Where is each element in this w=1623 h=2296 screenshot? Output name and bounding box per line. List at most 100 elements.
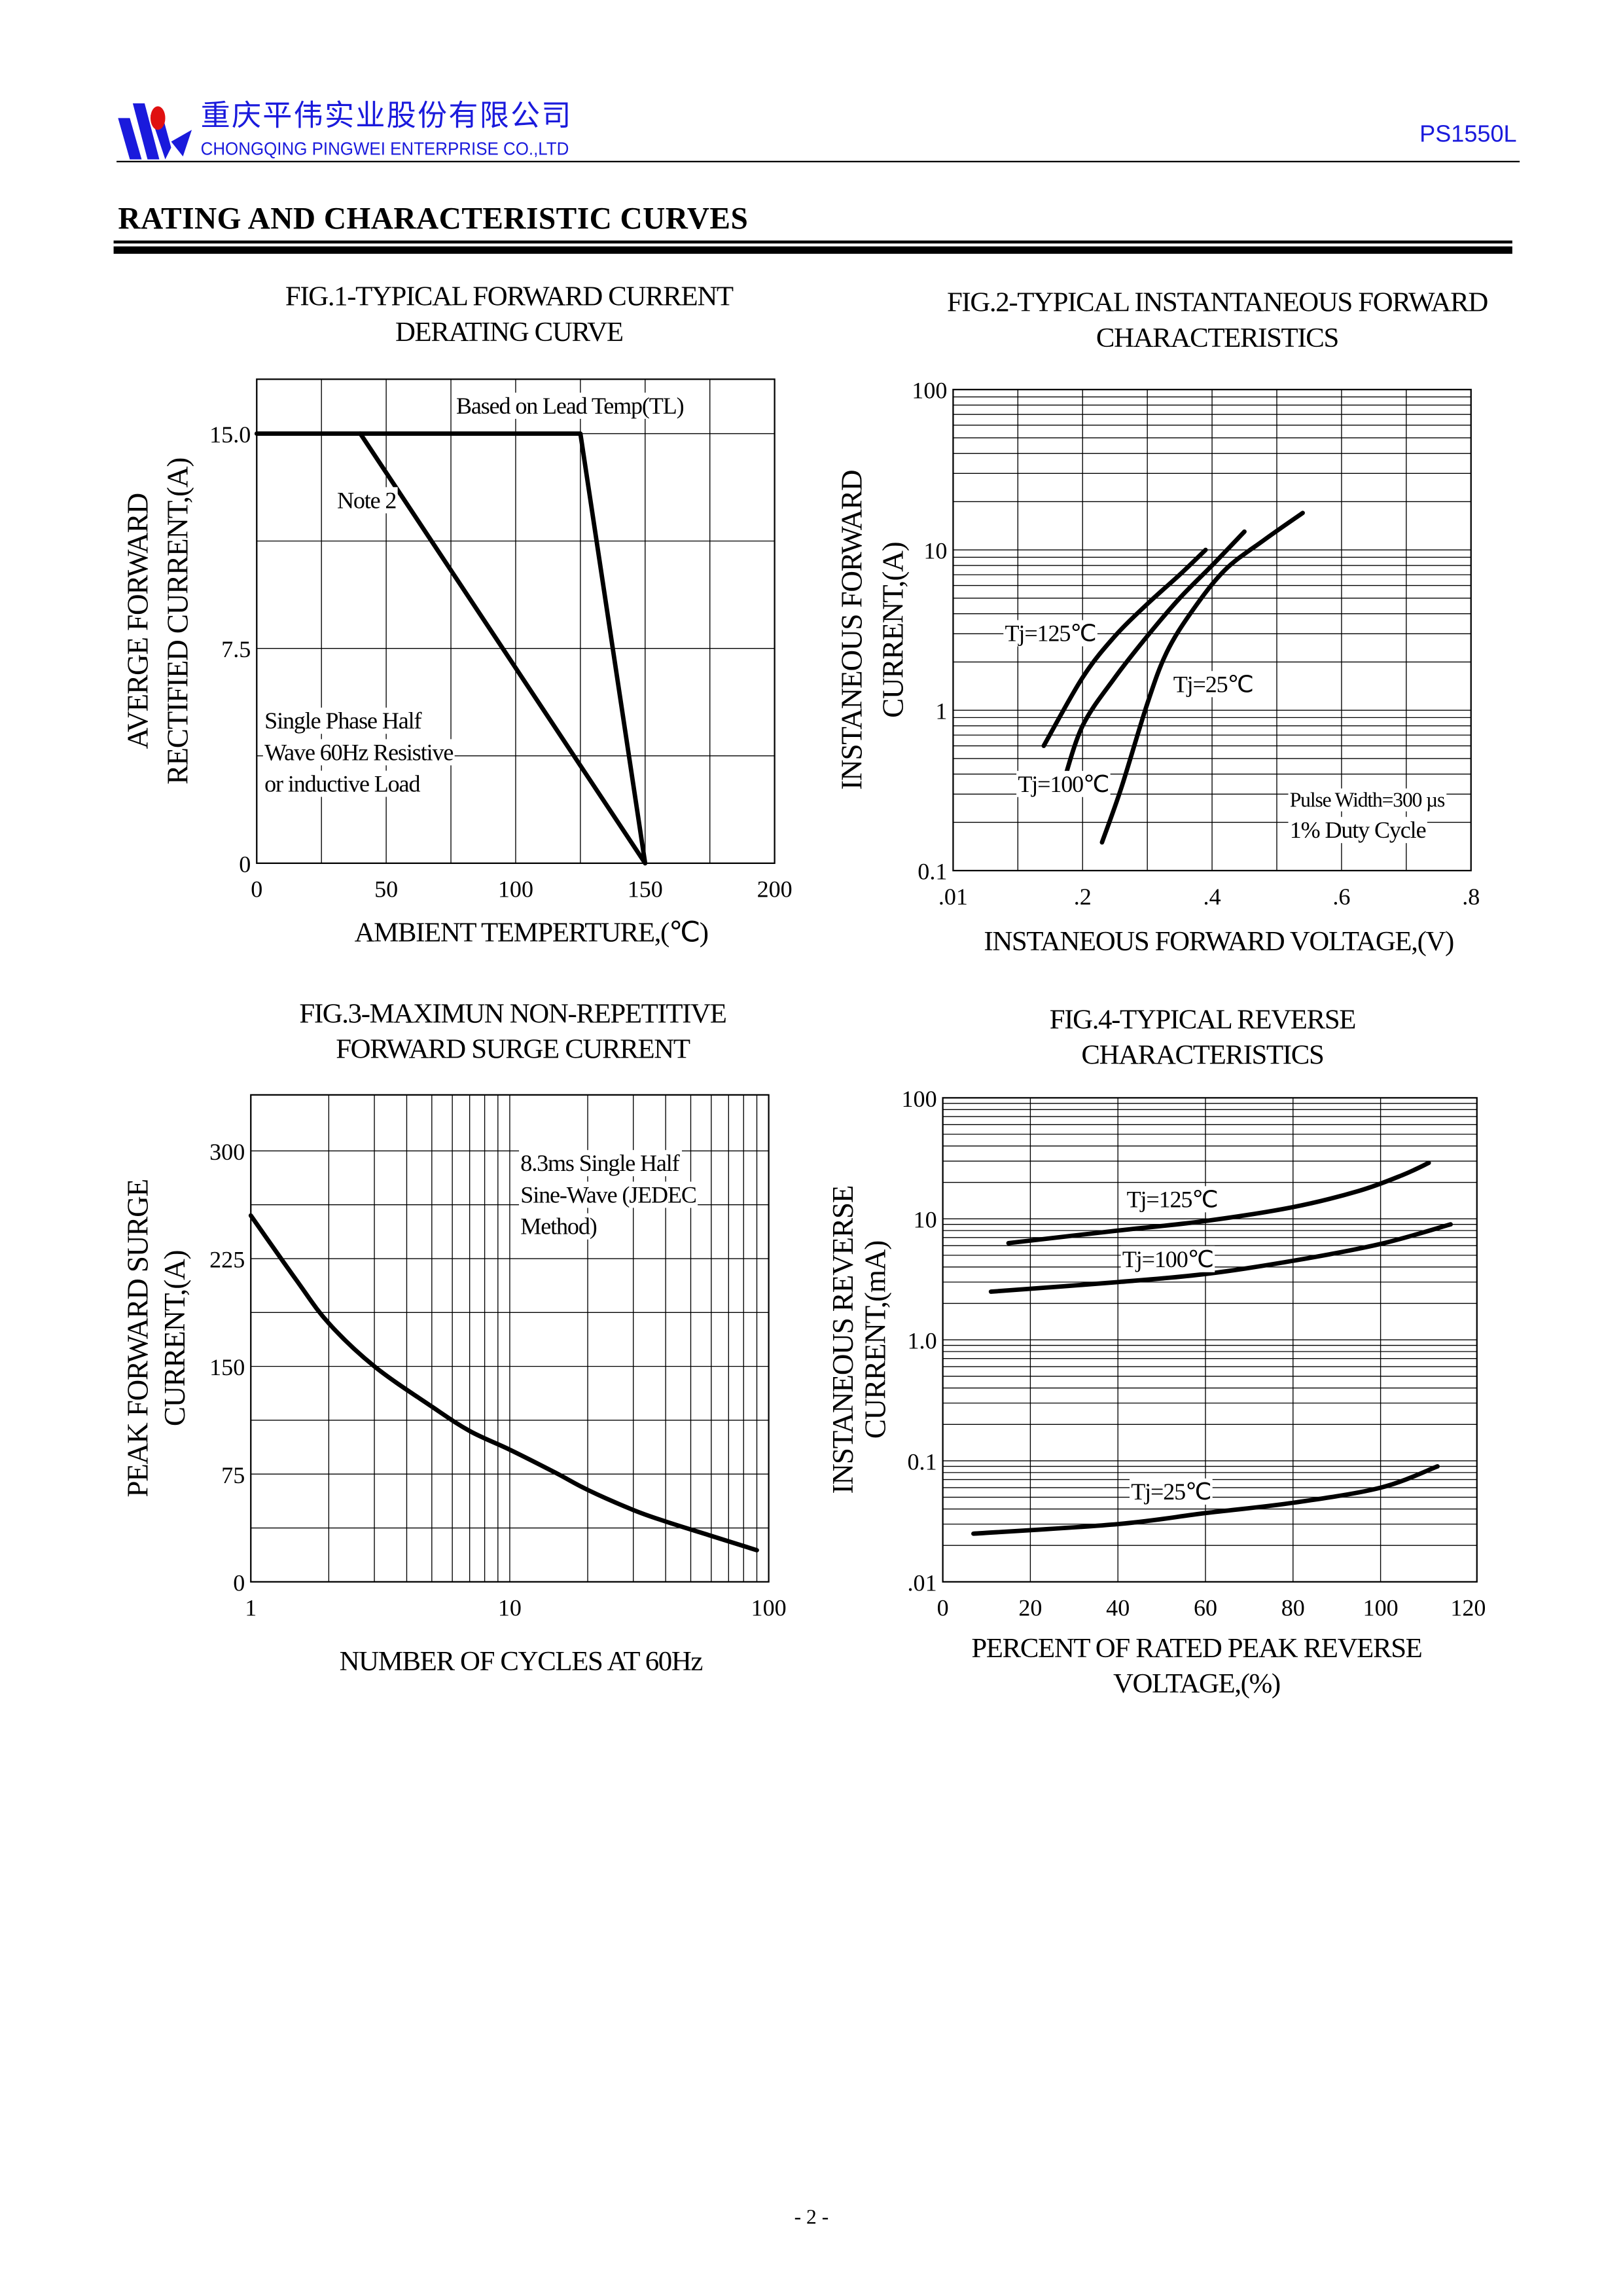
annotation-bg [1003,620,1097,647]
annotation-label: Note 2 [337,487,396,513]
x-tick-label: .8 [1462,884,1480,910]
annotation-label: Tj=125℃ [1005,620,1096,646]
annotation-bg [1288,788,1447,812]
series-line-surge [248,1213,759,1552]
annotation-bg [519,1213,598,1240]
x-tick-label: 60 [1194,1595,1217,1621]
plot-frame [942,1097,1478,1583]
x-tick-label: .01 [938,884,968,910]
fig1-title-line1: FIG.1-TYPICAL FORWARD CURRENT [285,281,734,313]
annotation-bg [335,487,398,514]
fig1-title: FIG.1-TYPICAL FORWARD CURRENT DERATING CU… [221,280,796,351]
title-rule-thin [113,240,1512,243]
y-axis-label: RECTIFIED CURRENT,(A) [161,458,194,785]
x-axis-label: NUMBER OF CYCLES AT 60Hz [340,1646,703,1677]
annotation-bg [519,1150,682,1177]
annotation-label: Tj=125℃ [1127,1186,1218,1212]
annotation-label: Method) [520,1213,596,1240]
y-tick-label: 10 [914,1207,937,1233]
x-tick-label: .6 [1332,884,1350,910]
annotation-bg [1120,1246,1215,1272]
fig4-title: FIG.4-TYPICAL REVERSE CHARACTERISTICS [915,1003,1490,1074]
y-tick-label: 225 [209,1247,245,1273]
x-axis-label: AMBIENT TEMPERTURE,(℃) [355,917,708,948]
series-line-basedonleadtemptl [254,431,648,866]
y-axis-label: AVERGE FORWARD [121,493,154,749]
y-axis-label: INSTANEOUS REVERSE [827,1186,859,1494]
y-tick-label: 10 [923,538,947,564]
annotation-bg [1125,1186,1219,1213]
plot-frame [256,378,776,865]
annotation-label: 8.3ms Single Half [520,1150,680,1176]
y-tick-label: 0 [233,1570,245,1596]
fig3-chart: 1 10 100 0 75 150 225 300 PEAK FORWARD SURGE CURR… [121,1094,787,1677]
x-tick-label: 100 [751,1595,787,1621]
company-logo [118,103,192,160]
x-tick-label: 10 [498,1595,522,1621]
annotation-bg [262,739,455,766]
x-tick-label: 100 [498,876,533,903]
fig3-title-line2: FORWARD SURGE CURRENT [336,1034,690,1066]
fig2-title: FIG.2-TYPICAL INSTANTANEOUS FORWARD CHARA… [870,286,1564,357]
fig2-title-line2: CHARACTERISTICS [1096,323,1339,355]
x-axis-label: PERCENT OF RATED PEAK REVERSE [971,1633,1421,1664]
y-tick-label: 7.5 [221,636,251,662]
header-divider [116,160,1520,162]
annotation-label: Wave 60Hz Resistive [264,739,453,765]
y-tick-label: 0.1 [918,859,947,885]
y-tick-label: 0 [239,851,251,877]
y-tick-label: 1.0 [908,1328,937,1354]
plot-frame [250,1094,770,1583]
x-tick-label: 0 [251,876,262,903]
series-line-tj125 [1041,547,1208,748]
fig4-title-line2: CHARACTERISTICS [1081,1040,1324,1071]
company-name-en: CHONGQING PINGWEI ENTERPRISE CO.,LTD [200,138,569,160]
x-tick-label: 80 [1281,1595,1305,1621]
fig1-title-line2: DERATING CURVE [395,317,624,349]
x-tick-label: 150 [628,876,663,903]
section-title: RATING AND CHARACTERISTIC CURVES [118,200,749,236]
y-tick-label: 300 [209,1139,245,1165]
fig3-title-line1: FIG.3-MAXIMUN NON-REPETITIVE [299,999,727,1030]
series-line-tj100 [1061,529,1247,786]
annotation-bg [1130,1478,1213,1505]
x-tick-label: 20 [1018,1595,1042,1621]
x-tick-label: 1 [245,1595,257,1621]
annotation-bg [1171,671,1255,698]
series-line-tj125 [1006,1160,1431,1246]
y-tick-label: 0.1 [908,1448,937,1475]
annotation-label: 1% Duty Cycle [1290,817,1426,843]
x-axis-label: VOLTAGE,(%) [1113,1668,1280,1699]
y-axis-label: CURRENT,(mA) [859,1241,892,1439]
y-tick-label: 75 [221,1462,245,1488]
annotation-label: Tj=25℃ [1173,671,1253,697]
annotation-label: Single Phase Half [264,708,422,734]
annotation-bg [1016,770,1111,797]
fig4-chart: 0 20 40 60 80 100 120 .01 0.1 1.0 10 100 INSTANEOUS … [827,1086,1486,1699]
annotation-label: Pulse Width=300 µs [1290,789,1445,812]
fig3-title: FIG.3-MAXIMUN NON-REPETITIVE FORWARD SURG… [221,997,804,1068]
series-line-tj25 [1099,511,1305,845]
annotation-bg [1288,817,1427,844]
series-line-note2 [358,431,648,866]
x-tick-label: 0 [937,1595,949,1621]
y-axis-label: CURRENT,(A) [877,542,910,718]
x-tick-label: 200 [757,876,793,903]
annotation-label: Tj=25℃ [1131,1479,1211,1505]
y-tick-label: 1 [935,698,947,725]
model-number: PS1550L [1419,122,1517,148]
annotation-label: or inductive Load [264,770,420,797]
fig1-chart: 0 50 100 150 200 0 7.5 15.0 AVERGE FORWARD RECTIF… [121,378,793,948]
x-tick-label: .2 [1074,884,1092,910]
y-tick-label: .01 [908,1570,937,1596]
page-number: - 2 - [794,2207,829,2230]
annotation-bg [262,770,422,797]
fig4-title-line1: FIG.4-TYPICAL REVERSE [1049,1005,1357,1036]
y-tick-label: 100 [912,378,947,404]
title-rule-thick [113,246,1512,254]
fig2-chart: .01 .2 .4 .6 .8 0.1 1 10 100 INSTANEOUS FORWARD CU… [836,378,1480,957]
y-axis-label: CURRENT,(A) [158,1250,191,1426]
company-name-cn: 重庆平伟实业股份有限公司 [200,97,573,133]
series-line-tj100 [988,1222,1453,1294]
x-tick-label: 100 [1363,1595,1399,1621]
